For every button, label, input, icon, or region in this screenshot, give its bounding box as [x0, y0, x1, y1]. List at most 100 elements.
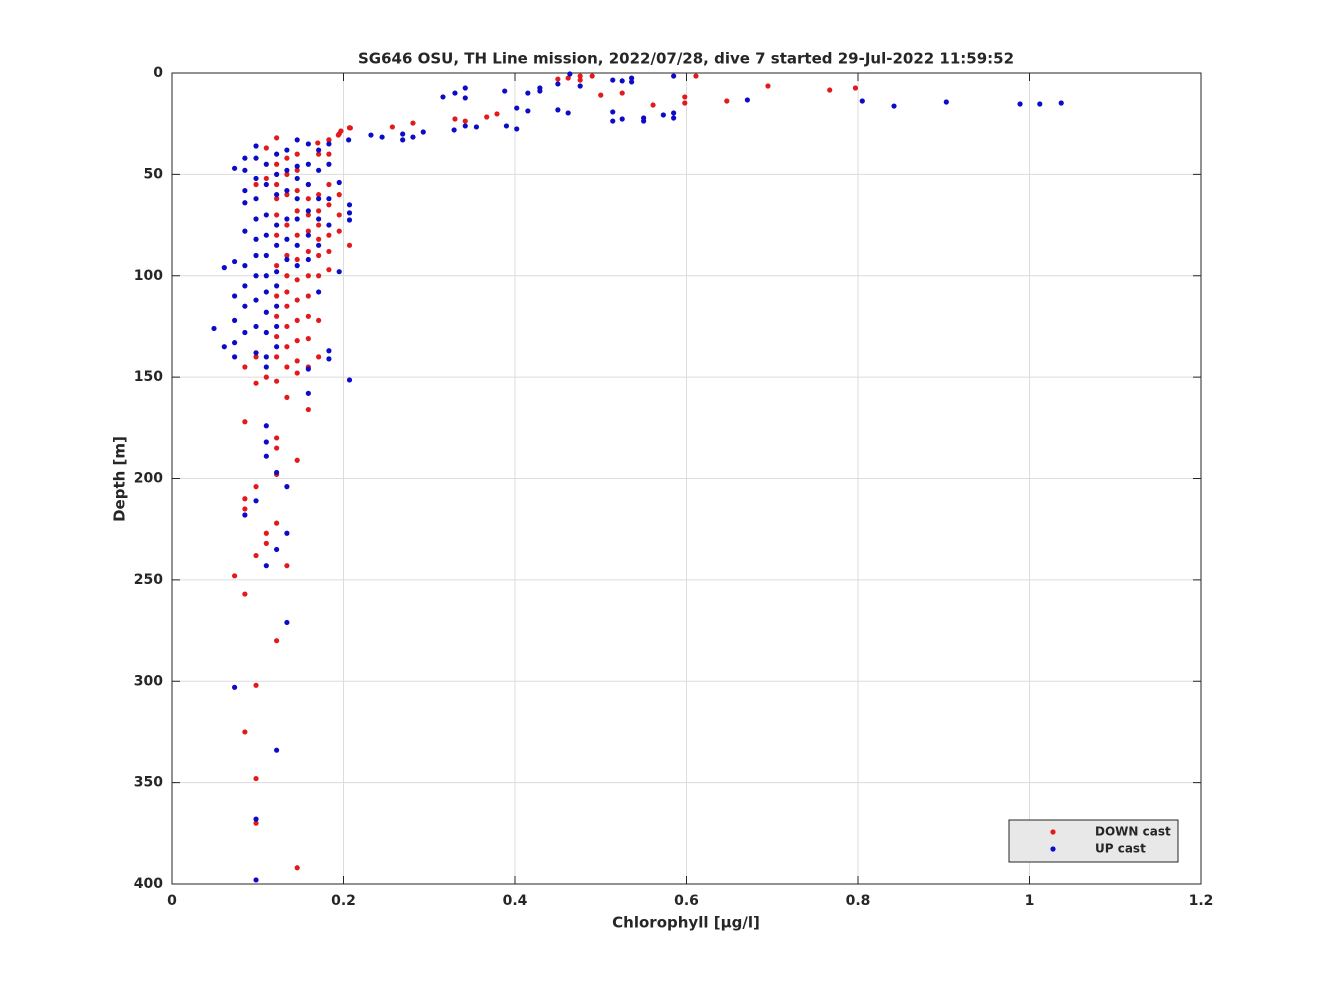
data-point: [294, 457, 300, 463]
data-point: [598, 92, 604, 98]
data-point: [1058, 100, 1064, 106]
data-point: [610, 118, 616, 124]
legend-marker: [1050, 846, 1056, 852]
data-point: [284, 155, 290, 161]
y-tick-label: 250: [134, 572, 163, 588]
data-point: [400, 131, 406, 137]
data-point: [253, 181, 259, 188]
data-point: [555, 107, 561, 113]
data-point: [284, 256, 290, 263]
legend-marker: [1050, 829, 1056, 835]
y-tick-label: 400: [134, 876, 163, 892]
data-point: [274, 222, 280, 228]
data-point: [389, 124, 395, 130]
data-point: [555, 81, 561, 87]
data-point: [263, 530, 269, 536]
data-point: [231, 340, 238, 346]
data-point: [326, 232, 332, 238]
data-point: [294, 196, 300, 202]
data-point: [242, 167, 248, 173]
data-point: [346, 137, 352, 143]
data-point: [263, 364, 269, 370]
x-tick-label: 0.2: [331, 893, 356, 909]
data-point: [253, 236, 259, 242]
data-point: [284, 216, 290, 222]
data-point: [253, 682, 259, 688]
data-point: [336, 228, 342, 234]
data-point: [326, 161, 332, 167]
data-point: [336, 192, 342, 198]
data-point: [284, 171, 290, 177]
data-point: [263, 309, 269, 315]
data-point: [274, 232, 280, 238]
data-point: [242, 263, 248, 269]
data-point: [263, 175, 269, 182]
data-point: [274, 520, 280, 526]
data-point: [682, 100, 688, 106]
data-point: [242, 283, 248, 289]
data-point: [274, 293, 280, 299]
data-point: [263, 423, 269, 429]
data-point: [400, 137, 406, 143]
data-point: [284, 563, 290, 569]
x-axis-label: Chlorophyll [μg/l]: [612, 914, 760, 932]
data-point: [253, 216, 259, 222]
data-point: [410, 120, 416, 126]
plot-frame: [171, 72, 1202, 885]
data-point: [629, 79, 635, 85]
data-point: [326, 348, 332, 354]
data-point: [326, 267, 332, 273]
data-point: [316, 289, 322, 295]
data-point: [567, 71, 573, 77]
data-point: [316, 192, 322, 198]
data-point: [274, 263, 280, 269]
data-point: [284, 303, 290, 309]
data-point: [765, 83, 771, 89]
data-point: [473, 124, 480, 130]
data-point: [263, 354, 269, 360]
data-point: [671, 110, 677, 116]
x-tick-label: 0: [167, 893, 177, 909]
data-point: [274, 378, 280, 384]
y-tick-label: 200: [134, 471, 163, 487]
data-point: [242, 591, 248, 597]
data-point: [305, 366, 311, 372]
data-point: [274, 181, 280, 188]
data-point: [231, 165, 238, 171]
data-point: [274, 196, 280, 202]
data-point: [494, 111, 500, 117]
y-tick-label: 0: [153, 65, 163, 81]
data-point: [305, 228, 311, 234]
data-point: [316, 242, 322, 248]
data-point: [671, 115, 677, 121]
data-point: [525, 108, 531, 114]
data-point: [274, 344, 280, 350]
data-point: [284, 289, 290, 295]
data-point: [253, 297, 259, 303]
data-point: [503, 123, 510, 129]
data-point: [452, 116, 458, 122]
data-point: [253, 323, 259, 330]
data-point: [336, 269, 342, 275]
data-point: [619, 116, 625, 122]
data-point: [253, 380, 259, 386]
legend-label: DOWN cast: [1095, 825, 1171, 839]
data-point: [284, 344, 290, 350]
data-point: [305, 161, 311, 167]
data-point: [943, 99, 949, 105]
data-point: [420, 129, 426, 135]
data-point: [253, 252, 259, 259]
data-point: [284, 619, 290, 626]
data-point: [1037, 101, 1043, 107]
data-point: [462, 118, 468, 124]
data-point: [346, 125, 353, 131]
data-point: [294, 358, 300, 364]
data-point: [346, 242, 353, 248]
data-point: [316, 167, 322, 173]
data-point: [316, 252, 322, 259]
data-point: [555, 76, 561, 82]
data-point: [274, 445, 280, 451]
data-point: [440, 94, 446, 100]
data-point: [462, 95, 468, 101]
data-point: [326, 151, 332, 157]
